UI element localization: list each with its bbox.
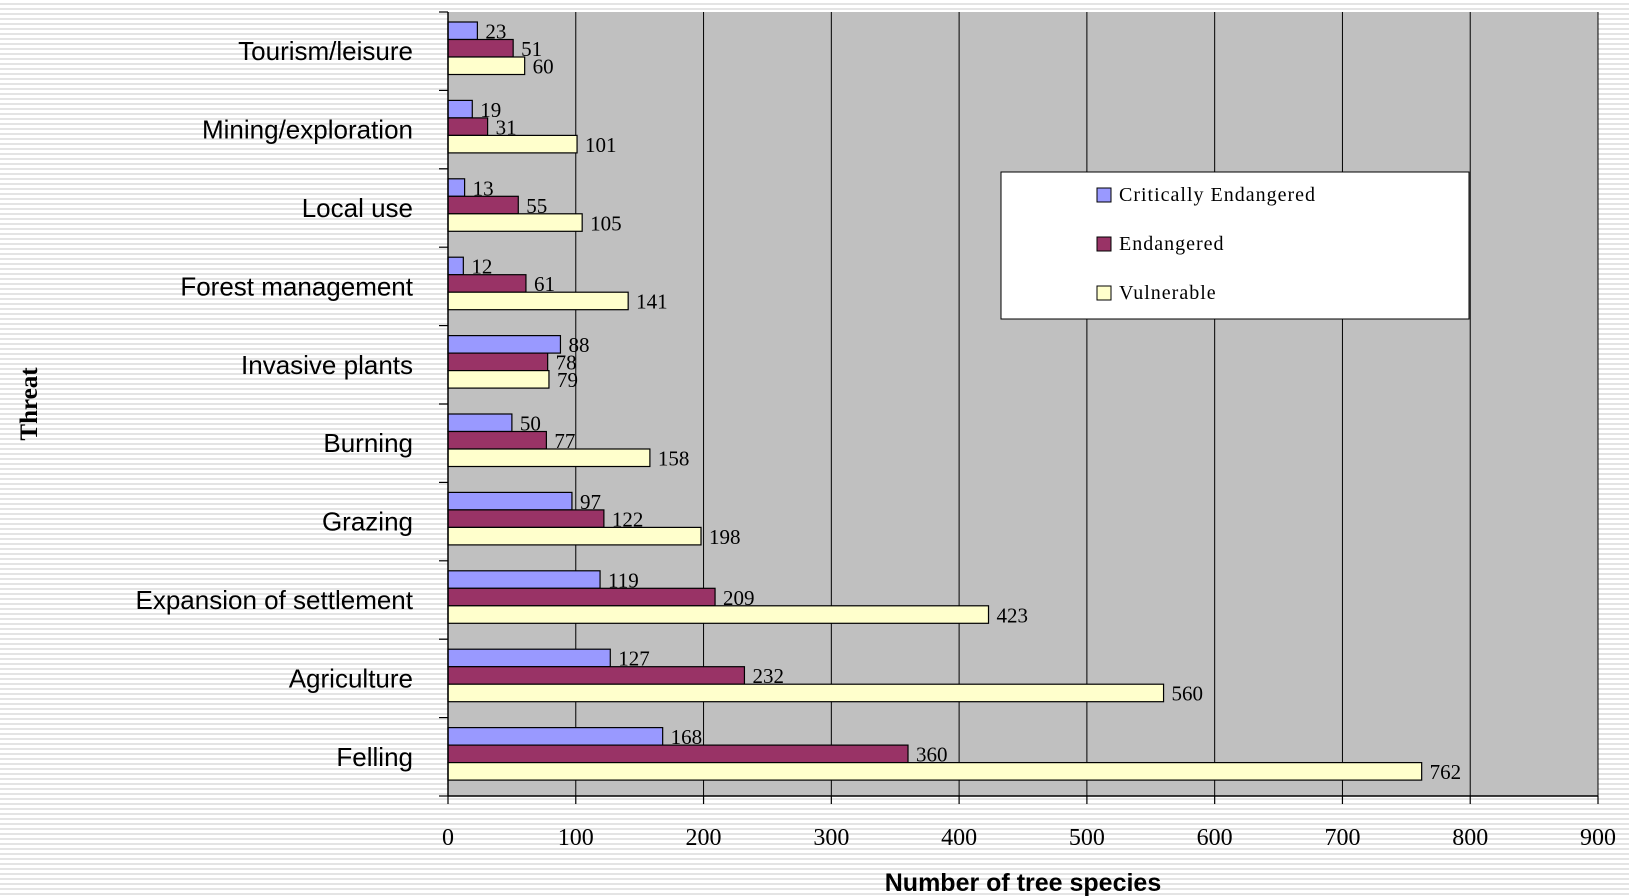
data-label-8-2: 560 (1172, 682, 1204, 706)
data-label-7-1: 209 (723, 586, 755, 610)
legend-swatch-0 (1096, 187, 1112, 203)
data-label-5-1: 77 (554, 429, 575, 453)
bar-4-2 (447, 370, 550, 389)
data-label-5-2: 158 (658, 447, 690, 471)
bar-1-0 (447, 99, 473, 119)
bar-6-0 (447, 491, 573, 511)
data-label-9-0: 168 (671, 725, 703, 749)
legend-swatch-2 (1096, 285, 1112, 301)
data-label-8-1: 232 (752, 664, 784, 688)
data-label-1-0: 19 (480, 98, 501, 122)
x-tick-label-9: 900 (1580, 825, 1616, 851)
x-tick-label-6: 600 (1197, 825, 1233, 851)
legend-swatch-1 (1096, 236, 1112, 252)
data-label-0-2: 60 (533, 55, 554, 79)
bar-4-1 (447, 352, 549, 372)
bar-5-0 (447, 413, 513, 433)
data-label-7-2: 423 (997, 603, 1029, 627)
data-label-8-0: 127 (618, 647, 650, 671)
bar-8-2 (447, 683, 1165, 703)
bar-3-0 (447, 256, 464, 276)
x-tick-label-2: 200 (686, 825, 722, 851)
data-label-9-1: 360 (916, 743, 948, 767)
bar-8-1 (447, 666, 746, 685)
bar-5-2 (447, 448, 651, 468)
bar-2-0 (447, 178, 466, 197)
category-label-9: Felling (336, 742, 413, 772)
category-label-8: Agriculture (289, 663, 413, 693)
x-tick-labels: 0 100 200 300 400 500 600 700 800 900 (442, 825, 1616, 851)
x-tick-label-5: 500 (1069, 825, 1105, 851)
bar-7-0 (447, 570, 601, 589)
category-label-0: Tourism/leisure (238, 36, 413, 66)
data-label-6-1: 122 (612, 507, 644, 531)
data-label-3-0: 12 (471, 255, 492, 279)
bar-9-0 (447, 726, 664, 746)
data-label-3-1: 61 (534, 272, 555, 296)
bar-6-2 (447, 526, 702, 546)
data-label-2-2: 105 (590, 211, 622, 235)
category-label-6: Grazing (322, 507, 413, 537)
data-label-6-0: 97 (580, 490, 601, 514)
x-axis (447, 795, 1599, 804)
data-label-6-2: 198 (709, 525, 741, 549)
data-label-3-2: 141 (636, 290, 668, 314)
data-label-4-0: 88 (568, 333, 589, 357)
data-label-2-1: 55 (526, 194, 547, 218)
category-label-7: Expansion of settlement (136, 585, 414, 615)
data-label-0-1: 51 (521, 37, 542, 61)
bars (447, 21, 1423, 781)
data-label-4-1: 78 (556, 351, 577, 375)
data-label-0-0: 23 (485, 20, 506, 44)
legend-box (1000, 171, 1470, 320)
category-label-3: Forest management (180, 271, 413, 301)
x-tick-label-0: 0 (442, 825, 454, 851)
x-tick-label-4: 400 (941, 825, 977, 851)
bar-4-0 (447, 335, 562, 354)
legend-label-0: Critically Endangered (1119, 184, 1316, 206)
category-label-4: Invasive plants (241, 350, 413, 380)
data-label-5-0: 50 (520, 412, 541, 436)
legend: Critically Endangered Endangered Vulnerabl… (1000, 171, 1470, 320)
data-label-7-0: 119 (608, 568, 639, 592)
category-labels: Tourism/leisure Mining/exploration Local u… (136, 36, 414, 772)
bar-2-2 (447, 213, 583, 232)
category-label-2: Local use (302, 193, 413, 223)
plot-area (448, 12, 1598, 796)
category-label-1: Mining/exploration (202, 115, 413, 145)
category-label-5: Burning (323, 428, 413, 458)
x-tick-label-3: 300 (813, 825, 849, 851)
x-axis-title: Number of tree species (885, 869, 1162, 896)
bar-7-1 (447, 587, 716, 607)
data-label-2-0: 13 (473, 176, 494, 200)
bar-0-2 (447, 56, 526, 76)
data-label-9-2: 762 (1430, 760, 1462, 784)
x-tick-label-8: 800 (1452, 825, 1488, 851)
legend-label-1: Endangered (1119, 233, 1225, 255)
y-axis-title: Threat (16, 367, 43, 441)
bar-7-2 (447, 605, 990, 624)
bar-8-0 (447, 648, 611, 668)
y-axis (439, 11, 449, 797)
data-label-4-2: 79 (557, 368, 578, 392)
x-tick-label-1: 100 (558, 825, 594, 851)
bar-0-0 (447, 21, 478, 41)
legend-label-2: Vulnerable (1119, 282, 1217, 304)
data-label-1-1: 31 (496, 115, 517, 139)
x-tick-label-7: 700 (1324, 825, 1360, 851)
data-label-1-2: 101 (585, 133, 617, 157)
